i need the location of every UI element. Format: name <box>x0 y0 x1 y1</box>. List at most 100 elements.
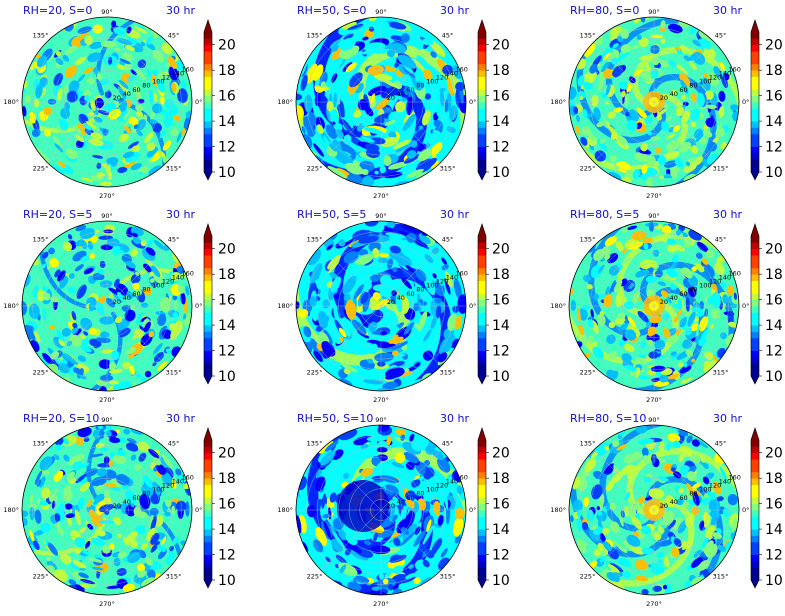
theta-tick-label: 315° <box>166 573 182 581</box>
colorbar-extend-max <box>478 20 486 32</box>
radial-tick-label: 60 <box>406 494 414 502</box>
theta-tick-label: 270° <box>99 600 115 608</box>
polar-frame <box>295 220 467 392</box>
colorbar-tick-label: 20 <box>492 38 510 54</box>
colorbar-segment <box>751 280 759 288</box>
panel-time-label: 30 hr <box>166 208 195 221</box>
colorbar-segment <box>478 318 486 326</box>
colorbar-segment <box>478 306 486 313</box>
radial-tick-label: 80 <box>689 286 697 294</box>
colorbar-segment <box>478 484 486 492</box>
panel-time-label: 30 hr <box>713 208 742 221</box>
colorbar-segment <box>478 510 486 517</box>
colorbar-segment <box>204 369 212 377</box>
colorbar-segment <box>478 452 486 460</box>
colorbar-segment <box>478 325 486 332</box>
colorbar-segment <box>751 114 759 122</box>
colorbar-extend-max <box>204 428 212 440</box>
theta-tick-label: 135° <box>580 236 596 244</box>
colorbar <box>203 223 215 385</box>
colorbar-segment <box>204 70 212 77</box>
colorbar-segment <box>204 89 212 97</box>
colorbar-tick-label: 20 <box>218 446 236 462</box>
colorbar-tick-label: 14 <box>218 114 236 130</box>
radial-tick-label: 20 <box>660 298 668 306</box>
radial-tick-label: 100 <box>426 486 438 494</box>
colorbar-segment <box>751 102 759 109</box>
radial-tick-label: 40 <box>397 498 405 506</box>
colorbar-segment <box>478 446 486 454</box>
colorbar-segment <box>204 293 212 301</box>
colorbar-segment <box>478 490 486 498</box>
colorbar-tick-label: 14 <box>492 522 510 538</box>
radial-tick-label: 20 <box>113 502 121 510</box>
theta-tick-label: 315° <box>713 573 729 581</box>
colorbar-segment <box>204 44 212 52</box>
radial-tick-label: 160 <box>729 66 741 74</box>
theta-tick-label: 90° <box>101 416 113 424</box>
colorbar-tick-label: 12 <box>765 344 783 360</box>
colorbar-segment <box>751 274 759 281</box>
colorbar-segment <box>204 236 212 243</box>
radial-tick-label: 80 <box>142 82 150 90</box>
radial-tick-label: 120 <box>162 278 174 286</box>
colorbar-segment <box>204 127 212 135</box>
panel-field-5 <box>296 221 466 391</box>
colorbar-segment <box>478 76 486 84</box>
theta-tick-label: 180° <box>277 98 293 106</box>
theta-tick-label: 225° <box>33 573 49 581</box>
colorbar-segment <box>751 108 759 116</box>
colorbar-tick-label: 16 <box>492 497 510 513</box>
colorbar-extend-max <box>751 428 759 440</box>
panel-time-label: 30 hr <box>440 4 469 17</box>
colorbar-segment <box>478 242 486 250</box>
colorbar-segment <box>478 248 486 256</box>
theta-tick-label: 180° <box>3 302 19 310</box>
colorbar-segment <box>751 478 759 485</box>
colorbar-segment <box>204 344 212 351</box>
colorbar-segment <box>751 573 759 581</box>
colorbar-tick-label: 12 <box>492 548 510 564</box>
colorbar-segment <box>204 255 212 262</box>
colorbar-segment <box>751 82 759 90</box>
colorbar-segment <box>478 38 486 46</box>
theta-tick-label: 135° <box>580 32 596 40</box>
panel-title: RH=50, S=5 <box>297 208 366 221</box>
theta-tick-label: 270° <box>373 600 389 608</box>
colorbar-segment <box>204 446 212 454</box>
theta-tick-label: 90° <box>648 8 660 16</box>
colorbar-segment <box>478 350 486 358</box>
colorbar-tick-label: 10 <box>765 369 783 385</box>
colorbar-tick-label: 10 <box>492 165 510 181</box>
colorbar-extend-max <box>204 20 212 32</box>
colorbar-segment <box>204 554 212 562</box>
colorbar-tick-label: 12 <box>492 344 510 360</box>
colorbar-tick-label: 14 <box>492 114 510 130</box>
colorbar-segment <box>751 452 759 460</box>
colorbar-tick-label: 18 <box>492 471 510 487</box>
radial-tick-label: 120 <box>709 278 721 286</box>
colorbar-segment <box>478 121 486 128</box>
colorbar-segment <box>751 133 759 141</box>
colorbar-tick-label: 18 <box>765 471 783 487</box>
colorbar-segment <box>478 236 486 243</box>
theta-tick-label: 90° <box>648 416 660 424</box>
theta-tick-label: 225° <box>33 369 49 377</box>
colorbar-segment <box>751 529 759 536</box>
colorbar-extend-min <box>751 376 759 384</box>
theta-tick-label: 45° <box>168 440 180 448</box>
theta-tick-label: 270° <box>646 396 662 404</box>
colorbar-segment <box>478 51 486 58</box>
panel-time-label: 30 hr <box>440 208 469 221</box>
theta-tick-label: 45° <box>168 236 180 244</box>
colorbar-extend-max <box>204 224 212 236</box>
colorbar-segment <box>478 146 486 154</box>
theta-tick-label: 135° <box>580 440 596 448</box>
theta-tick-label: 315° <box>713 165 729 173</box>
radial-tick-label: 100 <box>152 78 164 86</box>
colorbar-segment <box>478 337 486 345</box>
radial-tick-label: 120 <box>436 482 448 490</box>
colorbar-segment <box>478 255 486 262</box>
colorbar-extend-min <box>204 580 212 588</box>
